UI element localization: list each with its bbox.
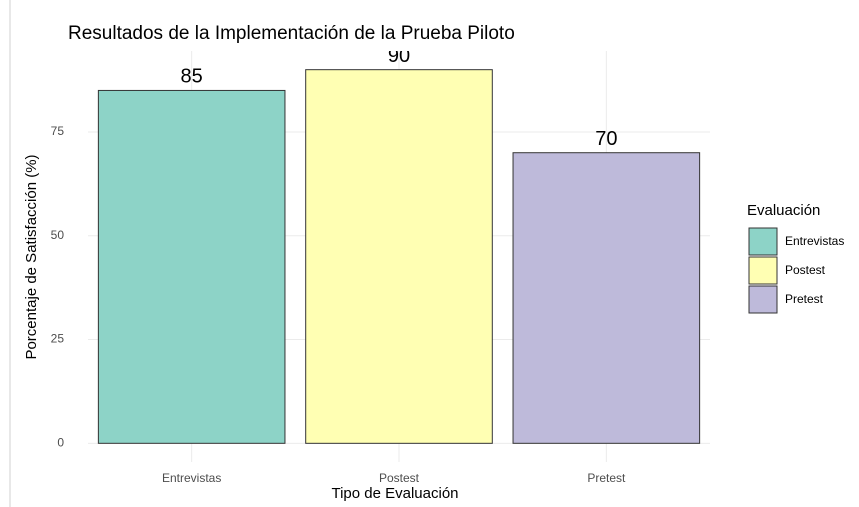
- y-tick-label: 0: [57, 435, 64, 449]
- legend-label: Postest: [785, 263, 826, 277]
- x-tick-label: Entrevistas: [162, 471, 221, 485]
- y-axis-label: Porcentaje de Satisfacción (%): [23, 154, 40, 359]
- x-tick-label: Postest: [379, 471, 420, 485]
- y-tick-label: 25: [51, 332, 65, 346]
- y-tick-label: 50: [51, 228, 65, 242]
- value-label: 70: [595, 128, 617, 150]
- x-tick-label: Pretest: [587, 471, 626, 485]
- legend-label: Entrevistas: [785, 234, 844, 248]
- value-label: 90: [388, 45, 410, 67]
- legend-label: Pretest: [785, 292, 824, 306]
- bar: [97, 89, 286, 444]
- axis-labels: 0 25 50 75 Entrevistas Postest Pretest: [51, 124, 626, 485]
- bar: [305, 69, 493, 444]
- legend-title: Evaluación: [747, 202, 820, 219]
- value-label: 85: [181, 66, 203, 88]
- legend-key: [748, 256, 778, 285]
- chart-title: Resultados de la Implementación de la Pr…: [68, 23, 515, 44]
- legend-key: [748, 227, 778, 256]
- x-axis-label: Tipo de Evaluación: [331, 485, 458, 502]
- y-tick-label: 75: [51, 124, 65, 138]
- bar: [512, 152, 701, 444]
- bars: 85 90 70: [97, 45, 701, 444]
- legend-key: [748, 285, 778, 314]
